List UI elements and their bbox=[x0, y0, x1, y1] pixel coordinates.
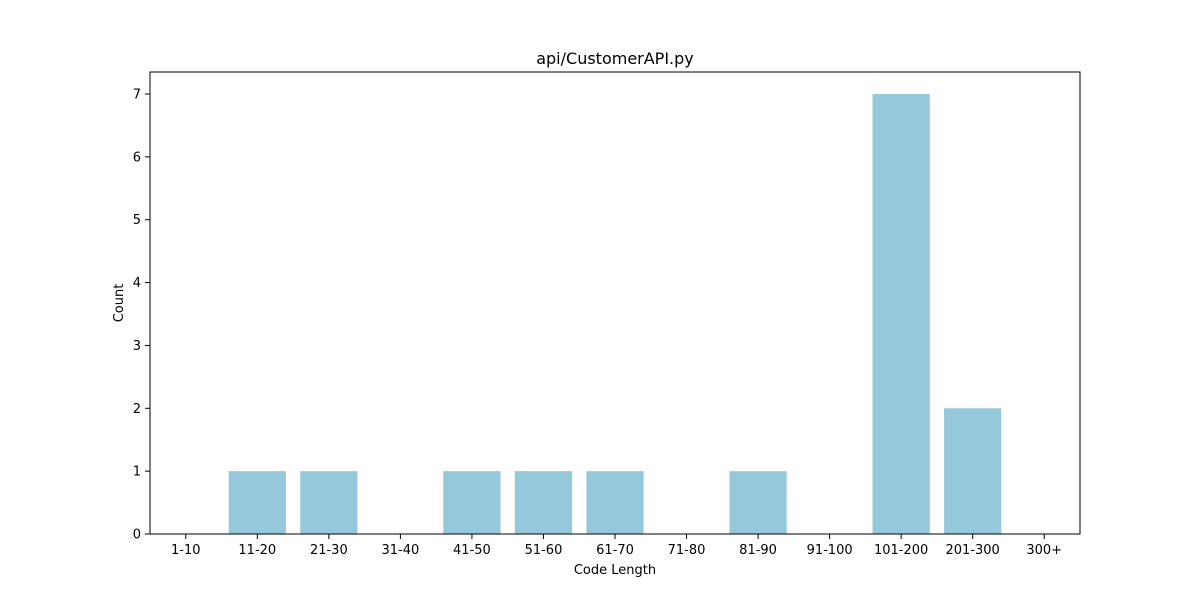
x-tick-label: 31-40 bbox=[381, 543, 419, 558]
bar-101-200 bbox=[872, 94, 930, 534]
x-tick-label: 11-20 bbox=[238, 543, 276, 558]
x-axis: 1-10 11-20 21-30 31-40 41-50 51-60 61-70 71-80 8… bbox=[171, 534, 1062, 558]
y-axis-label: Count bbox=[112, 284, 127, 323]
x-axis-label: Code Length bbox=[574, 563, 656, 578]
x-tick-label: 101-200 bbox=[874, 543, 928, 558]
bar-81-90 bbox=[729, 471, 787, 534]
x-tick-label: 201-300 bbox=[946, 543, 1000, 558]
x-tick-label: 21-30 bbox=[310, 543, 348, 558]
x-tick-label: 61-70 bbox=[596, 543, 634, 558]
y-tick-label: 0 bbox=[133, 528, 141, 543]
y-tick-label: 7 bbox=[133, 88, 141, 103]
y-tick-label: 1 bbox=[133, 465, 141, 480]
x-tick-label: 91-100 bbox=[807, 543, 853, 558]
bar-21-30 bbox=[300, 471, 358, 534]
x-tick-label: 1-10 bbox=[171, 543, 201, 558]
bar-11-20 bbox=[228, 471, 286, 534]
bar-201-300 bbox=[944, 408, 1002, 534]
x-tick-label: 71-80 bbox=[668, 543, 706, 558]
x-tick-label: 41-50 bbox=[453, 543, 491, 558]
bars-group bbox=[228, 94, 1002, 534]
y-tick-label: 2 bbox=[133, 402, 141, 417]
y-tick-label: 5 bbox=[133, 213, 141, 228]
bar-41-50 bbox=[443, 471, 501, 534]
x-tick-label: 51-60 bbox=[525, 543, 563, 558]
plot-frame bbox=[149, 71, 1081, 535]
y-tick-label: 3 bbox=[133, 339, 141, 354]
chart-title: api/CustomerAPI.py bbox=[536, 49, 694, 68]
bar-51-60 bbox=[514, 471, 573, 534]
bar-61-70 bbox=[586, 471, 644, 534]
x-tick-label: 81-90 bbox=[739, 543, 777, 558]
y-axis: 0 1 2 3 4 5 6 7 bbox=[133, 88, 150, 543]
y-tick-label: 6 bbox=[133, 150, 141, 165]
x-tick-label: 300+ bbox=[1026, 543, 1062, 558]
y-tick-label: 4 bbox=[133, 276, 141, 291]
